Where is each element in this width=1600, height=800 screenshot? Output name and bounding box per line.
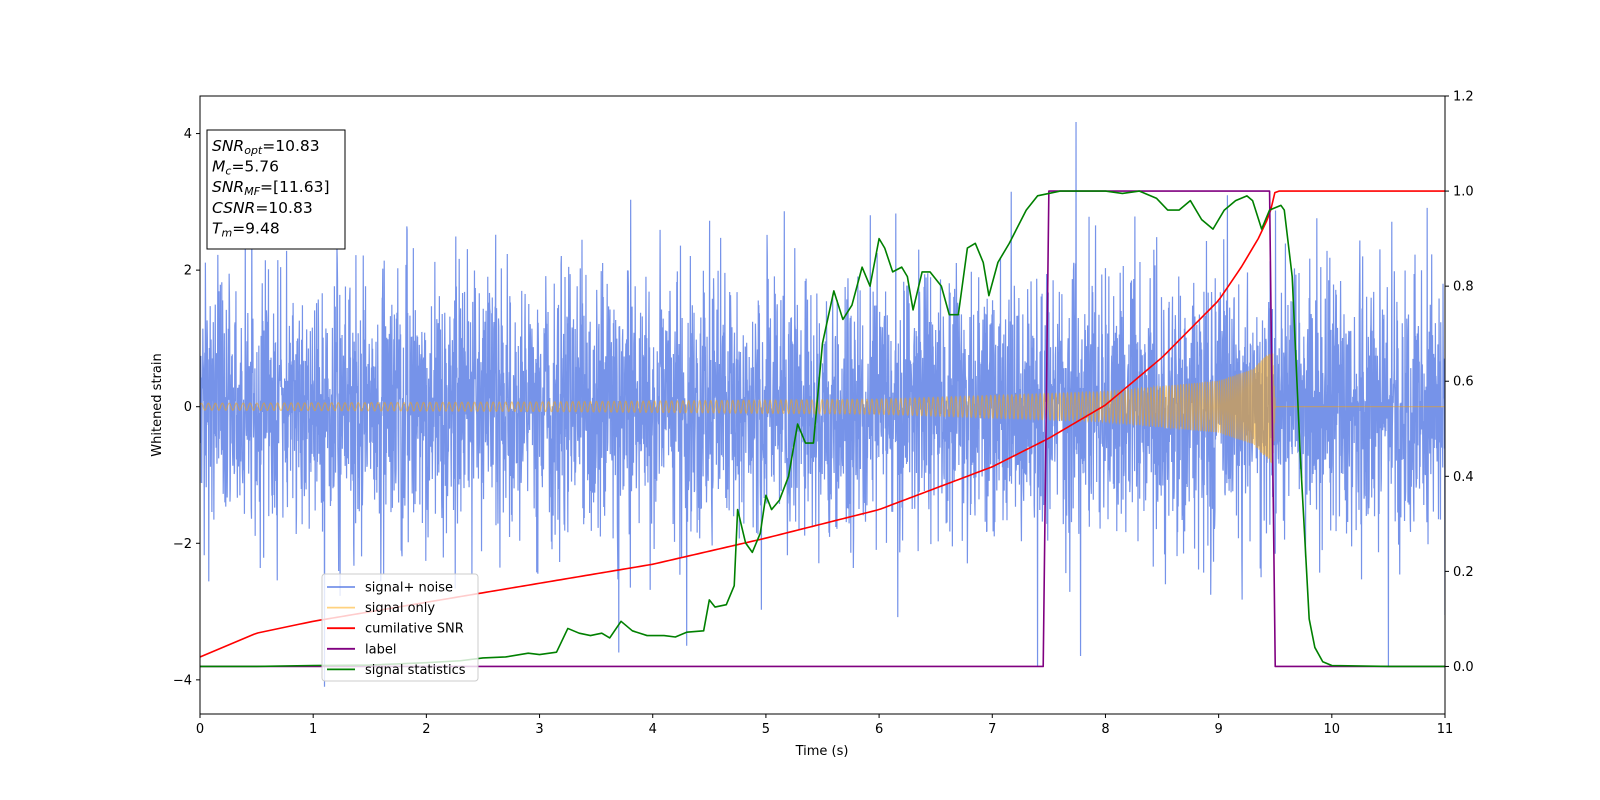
y-left-tick-label: −4 — [173, 673, 192, 688]
stats-value: =10.83 — [255, 199, 312, 217]
y-left-tick-label: 0 — [184, 400, 192, 415]
stats-value: =9.48 — [232, 219, 280, 237]
legend-label: signal+ noise — [365, 581, 453, 596]
y-right-tick-label: 0.0 — [1453, 660, 1474, 675]
stats-line: CSNR=10.83 — [212, 199, 313, 217]
y-right-tick-label: 0.2 — [1453, 565, 1474, 580]
y-right-tick-label: 1.2 — [1453, 90, 1474, 105]
y-left-tick-label: 2 — [184, 264, 192, 279]
x-tick-label: 7 — [988, 722, 996, 737]
x-tick-label: 9 — [1214, 722, 1222, 737]
y-right-tick-label: 1.0 — [1453, 185, 1474, 200]
y-left-tick-label: −2 — [173, 537, 192, 552]
stats-symbol: SNR — [212, 137, 244, 155]
stats-subscript: MF — [244, 185, 260, 198]
stats-line: SNRopt=10.83 — [212, 137, 320, 157]
y-left-tick-label: 4 — [184, 127, 192, 142]
legend-label: cumilative SNR — [365, 622, 464, 637]
legend: signal+ noise signal only cumilative SNR la… — [321, 573, 479, 682]
x-tick-label: 5 — [762, 722, 770, 737]
series-signal-only — [200, 352, 1445, 464]
legend-label: label — [365, 642, 396, 657]
x-axis: 0 1 2 3 4 5 6 7 8 9 10 11 — [196, 714, 1453, 737]
y-right-tick-label: 0.6 — [1453, 375, 1474, 390]
x-tick-label: 8 — [1101, 722, 1109, 737]
legend-label: signal statistics — [365, 663, 466, 678]
stats-box-frame — [206, 129, 346, 250]
y-right-tick-label: 0.4 — [1453, 470, 1474, 485]
x-axis-label: Time (s) — [795, 744, 849, 759]
y-axis-label-left: Whitened strain — [150, 353, 165, 456]
plot-frame — [199, 95, 1446, 715]
x-tick-label: 1 — [309, 722, 317, 737]
stats-line: Tm=9.48 — [212, 219, 280, 239]
stats-value: =10.83 — [262, 137, 319, 155]
stats-value: =5.76 — [231, 158, 279, 176]
x-tick-label: 6 — [875, 722, 883, 737]
legend-frame — [321, 573, 479, 682]
x-tick-label: 4 — [649, 722, 657, 737]
x-tick-label: 11 — [1437, 722, 1454, 737]
stats-value: =[11.63] — [260, 178, 329, 196]
signal-only-line — [200, 352, 1445, 464]
y-axis-right: 0.0 0.2 0.4 0.6 0.8 1.0 1.2 — [1445, 90, 1474, 675]
stats-symbol: SNR — [212, 178, 244, 196]
stats-subscript: opt — [244, 144, 263, 157]
legend-label: signal only — [365, 601, 435, 616]
stats-subscript: m — [221, 226, 232, 239]
x-tick-label: 0 — [196, 722, 204, 737]
x-tick-label: 2 — [422, 722, 430, 737]
stats-symbol: M — [212, 158, 225, 176]
stats-box: SNRopt=10.83Mc=5.76SNRMF=[11.63]CSNR=10.… — [206, 129, 346, 250]
x-tick-label: 10 — [1324, 722, 1341, 737]
stats-line: Mc=5.76 — [212, 158, 279, 178]
label-line — [200, 190, 1445, 668]
signal-statistics-line — [200, 190, 1445, 668]
stats-line: SNRMF=[11.63] — [212, 178, 330, 198]
stats-subscript: c — [225, 165, 231, 178]
x-tick-label: 3 — [535, 722, 543, 737]
y-axis-left: −4 −2 0 2 4 — [173, 127, 200, 688]
stats-symbol: CSNR — [212, 199, 255, 217]
stats-symbol: T — [212, 219, 223, 237]
y-right-tick-label: 0.8 — [1453, 280, 1474, 295]
